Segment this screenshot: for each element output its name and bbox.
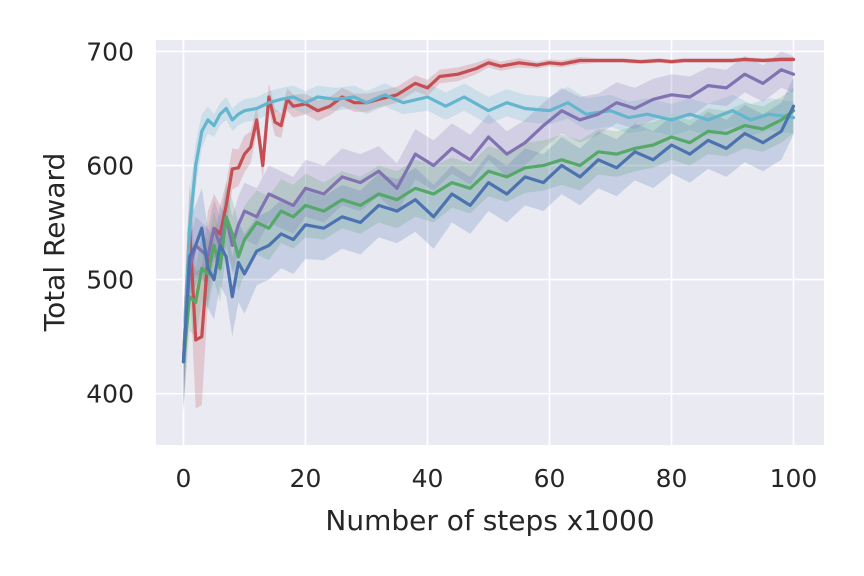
series-3-band <box>183 51 794 396</box>
series-5-band <box>183 77 794 414</box>
series-lines <box>181 57 796 364</box>
x-tick-label: 20 <box>290 464 322 493</box>
y-axis-title: Total Reward <box>38 153 71 333</box>
grid-lines <box>156 40 824 445</box>
x-tick-label: 0 <box>175 464 191 493</box>
series-1-line <box>181 57 796 364</box>
series-4-line <box>181 109 796 364</box>
series-4-band <box>183 87 794 408</box>
series-2-band <box>183 83 794 408</box>
x-axis-title: Number of steps x1000 <box>325 504 654 537</box>
x-tick-label: 80 <box>656 464 688 493</box>
y-tick-label: 600 <box>86 151 134 180</box>
y-tick-label: 400 <box>86 380 134 409</box>
x-tick-label: 40 <box>412 464 444 493</box>
confidence-bands <box>183 51 794 414</box>
series-5-line <box>181 104 796 364</box>
series-2-line <box>181 93 796 364</box>
x-tick-label: 100 <box>770 464 818 493</box>
y-tick-label: 700 <box>86 37 134 66</box>
x-tick-label: 60 <box>534 464 566 493</box>
y-tick-label: 500 <box>86 266 134 295</box>
tick-labels: 0 20 40 60 80 100 400 500 600 700 <box>86 37 817 493</box>
